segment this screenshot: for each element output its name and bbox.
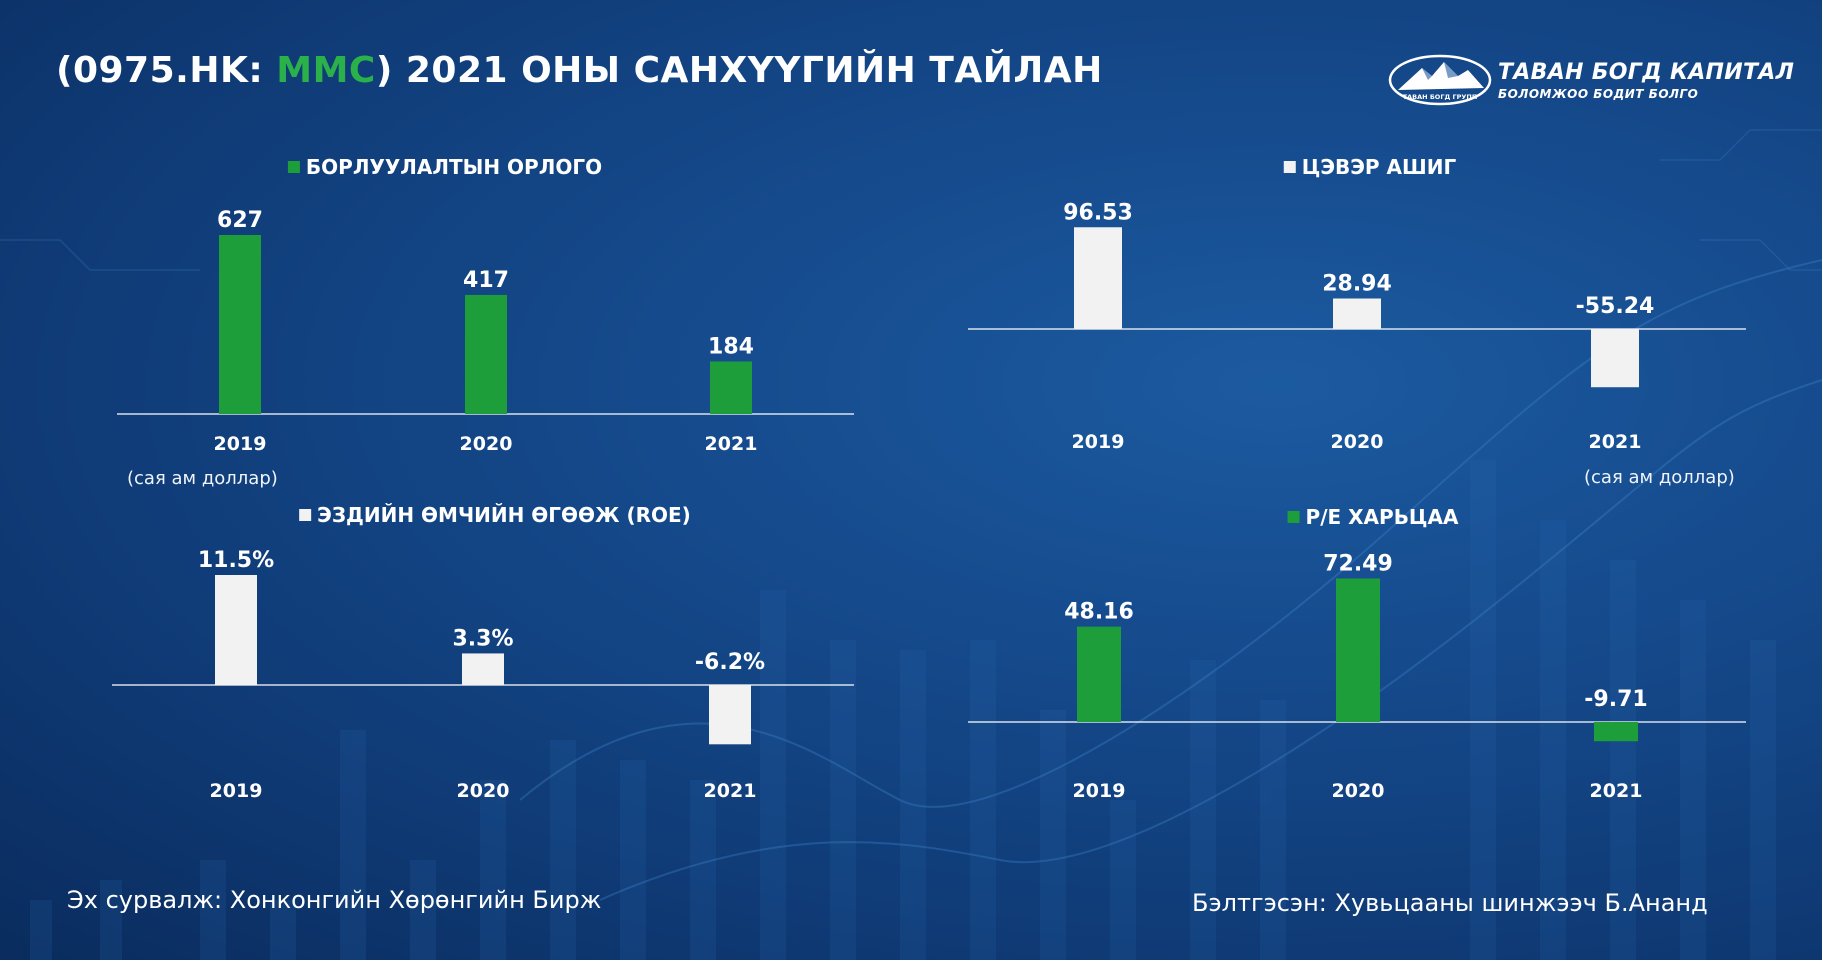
data-label-2020: 72.49 bbox=[1323, 551, 1393, 576]
data-label-2020: 417 bbox=[463, 268, 509, 293]
data-label-2020: 28.94 bbox=[1322, 271, 1392, 296]
legend-swatch bbox=[1287, 511, 1300, 523]
category-label-2019: 2019 bbox=[1072, 431, 1125, 453]
category-label-2020: 2020 bbox=[1332, 780, 1385, 802]
category-label-2021: 2021 bbox=[704, 780, 757, 802]
data-label-2020: 3.3% bbox=[452, 626, 513, 651]
brand-name: ТАВАН БОГД КАПИТАЛ bbox=[1498, 60, 1795, 85]
legend-swatch bbox=[299, 509, 312, 521]
source-note: Эх сурвалж: Хонконгийн Хөрөнгийн Бирж bbox=[67, 886, 602, 914]
unit-label-left: (сая ам доллар) bbox=[127, 468, 278, 489]
legend-swatch bbox=[287, 161, 300, 173]
bar-2019 bbox=[215, 575, 257, 685]
bar-2019 bbox=[1077, 626, 1121, 722]
revenue-chart-title: БОРЛУУЛАЛТЫН ОРЛОГО bbox=[287, 155, 602, 179]
category-label-2020: 2020 bbox=[457, 780, 510, 802]
bar-2019 bbox=[219, 234, 261, 414]
category-label-2021: 2021 bbox=[1590, 780, 1643, 802]
category-label-2019: 2019 bbox=[1073, 780, 1126, 802]
category-label-2021: 2021 bbox=[1589, 431, 1642, 453]
pe-ratio-chart-title: P/E ХАРЬЦАА bbox=[1287, 505, 1458, 529]
bar-2021 bbox=[710, 361, 752, 414]
data-label-2021: -6.2% bbox=[695, 650, 765, 675]
unit-label-right: (сая ам доллар) bbox=[1584, 467, 1735, 488]
category-label-2019: 2019 bbox=[214, 433, 267, 455]
bar-2021 bbox=[1591, 329, 1639, 388]
bar-2021 bbox=[1594, 722, 1638, 742]
data-label-2021: -9.71 bbox=[1584, 687, 1647, 712]
emblem-text: ТАВАН БОГД ГРУПП bbox=[1403, 93, 1478, 101]
prepared-by-note: Бэлтгэсэн: Хувьцааны шинжээч Б.Ананд bbox=[1192, 889, 1708, 917]
company-logo: ТАВАН БОГД ГРУПП ТАВАН БОГД КАПИТАЛ БОЛО… bbox=[1388, 52, 1794, 112]
data-label-2019: 96.53 bbox=[1063, 200, 1133, 225]
page-title: (0975.HK: MMC) 2021 ОНЫ САНХҮҮГИЙН ТАЙЛА… bbox=[56, 50, 1103, 91]
data-label-2021: -55.24 bbox=[1576, 294, 1655, 319]
net-profit-chart-title: ЦЭВЭР АШИГ bbox=[1283, 155, 1456, 179]
brand-slogan: БОЛОМЖОО БОДИТ БОЛГО bbox=[1498, 87, 1699, 101]
bar-2020 bbox=[462, 653, 504, 685]
data-label-2019: 48.16 bbox=[1064, 600, 1134, 625]
bar-2020 bbox=[465, 294, 507, 414]
mountain-emblem-icon: ТАВАН БОГД ГРУПП bbox=[1388, 54, 1492, 106]
ticker-symbol: MMC bbox=[276, 50, 376, 91]
bar-2021 bbox=[709, 685, 751, 745]
data-label-2019: 11.5% bbox=[198, 548, 274, 573]
bar-2020 bbox=[1333, 298, 1381, 329]
category-label-2021: 2021 bbox=[705, 433, 758, 455]
category-label-2020: 2020 bbox=[1331, 431, 1384, 453]
roe-chart-title: ЭЗДИЙН ӨМЧИЙН ӨГӨӨЖ (ROE) bbox=[299, 503, 691, 527]
bar-2019 bbox=[1074, 227, 1122, 329]
category-label-2020: 2020 bbox=[460, 433, 513, 455]
data-label-2021: 184 bbox=[708, 334, 754, 359]
legend-swatch bbox=[1283, 161, 1296, 173]
category-label-2019: 2019 bbox=[210, 780, 263, 802]
bar-2020 bbox=[1336, 578, 1380, 722]
data-label-2019: 627 bbox=[217, 208, 263, 233]
